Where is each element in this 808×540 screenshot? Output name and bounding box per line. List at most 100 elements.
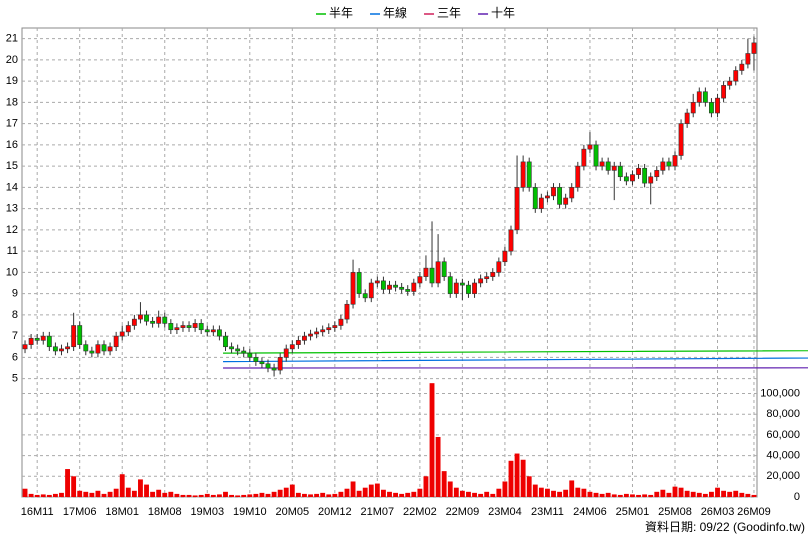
candle-body	[241, 350, 247, 354]
candle-body	[180, 325, 186, 328]
volume-bar	[192, 495, 198, 497]
volume-bar	[393, 492, 399, 497]
candle-body	[101, 344, 107, 352]
y-tick-label: 13	[6, 203, 18, 215]
volume-bar	[715, 487, 720, 497]
volume-bar	[380, 489, 386, 497]
volume-bar	[374, 483, 380, 497]
candle-body	[739, 63, 745, 71]
candle-body	[295, 340, 301, 345]
volume-bar	[241, 494, 247, 497]
volume-bar	[508, 460, 514, 497]
volume-bar	[168, 491, 174, 497]
volume-bar	[186, 494, 192, 497]
candle-body	[702, 91, 708, 103]
y-tick-label: 19	[6, 75, 18, 87]
volume-bar	[326, 494, 332, 497]
volume-bar	[113, 488, 119, 497]
volume-bar	[441, 471, 447, 497]
y-tick-label: 11	[7, 245, 18, 257]
y-tick-label: 20,000	[766, 470, 800, 482]
volume-bar	[399, 493, 405, 497]
y-tick-label: 14	[6, 181, 18, 193]
candle-body	[417, 276, 423, 284]
volume-bar	[490, 493, 496, 497]
y-tick-label: 7	[12, 330, 18, 342]
volume-bar	[721, 490, 727, 497]
volume-bar	[131, 490, 137, 497]
volume-bar	[739, 492, 745, 497]
candle-body	[405, 289, 411, 292]
volume-bar	[459, 490, 465, 497]
y-tick-label: 40,000	[766, 450, 800, 462]
candle-body	[672, 155, 678, 167]
y-tick-label: 0	[794, 491, 800, 503]
candle-body	[441, 261, 447, 277]
x-tick-label: 23M04	[488, 506, 522, 518]
volume-bar	[429, 383, 435, 497]
candle-body	[22, 344, 28, 350]
volume-bar	[545, 488, 550, 497]
candle-body	[532, 187, 538, 209]
candle-body	[678, 123, 684, 156]
candle-body	[34, 337, 40, 341]
candle-body	[119, 331, 125, 337]
volume-bar	[125, 487, 131, 497]
y-tick-label: 80,000	[766, 408, 800, 420]
candle-body	[320, 329, 326, 333]
volume-bar	[502, 481, 508, 497]
candle-body	[95, 344, 101, 354]
y-tick-label: 60,000	[766, 429, 800, 441]
candle-body	[387, 284, 392, 290]
candle-body	[374, 280, 380, 284]
candle-body	[113, 335, 119, 348]
candle-body	[593, 144, 599, 167]
volume-bar	[557, 491, 563, 497]
candle-body	[472, 282, 477, 294]
volume-bar	[162, 492, 168, 497]
candle-body	[745, 53, 751, 65]
volume-bar	[277, 489, 283, 497]
candle-body	[125, 325, 131, 333]
volume-bar	[89, 492, 95, 497]
x-tick-label: 26M09	[737, 506, 771, 518]
volume-bar	[569, 480, 575, 497]
candle-body	[690, 102, 696, 114]
candle-body	[83, 344, 89, 352]
candle-body	[77, 325, 83, 345]
volume-bar	[563, 489, 569, 497]
candle-body	[71, 325, 77, 348]
candle-body	[709, 102, 714, 114]
volume-bar	[174, 493, 180, 497]
candle-body	[696, 91, 702, 103]
y-tick-label: 8	[12, 309, 18, 321]
x-tick-label: 25M01	[616, 506, 650, 518]
volume-bar	[617, 494, 623, 497]
volume-bar	[265, 493, 271, 497]
volume-bar	[180, 494, 186, 497]
candle-body	[28, 337, 34, 345]
volume-bar	[690, 491, 696, 497]
volume-bar	[551, 490, 556, 497]
x-tick-label: 17M06	[63, 506, 97, 518]
candle-body	[52, 346, 58, 352]
candle-body	[186, 325, 192, 328]
candle-body	[344, 303, 350, 320]
y-tick-label: 6	[12, 351, 18, 363]
volume-bar	[405, 492, 411, 497]
volume-bar	[223, 491, 228, 497]
candle-body	[484, 276, 490, 280]
y-tick-label: 15	[6, 160, 18, 172]
candle-body	[131, 318, 137, 326]
volume-bar	[630, 494, 635, 497]
volume-bar	[283, 487, 289, 497]
volume-bar	[684, 490, 690, 497]
volume-bar	[593, 492, 599, 497]
volume-bar	[344, 488, 350, 497]
volume-bar	[642, 494, 648, 497]
volume-bar	[605, 492, 611, 497]
volume-bar	[478, 493, 484, 497]
volume-bar	[532, 484, 538, 497]
y-tick-label: 20	[6, 54, 18, 66]
